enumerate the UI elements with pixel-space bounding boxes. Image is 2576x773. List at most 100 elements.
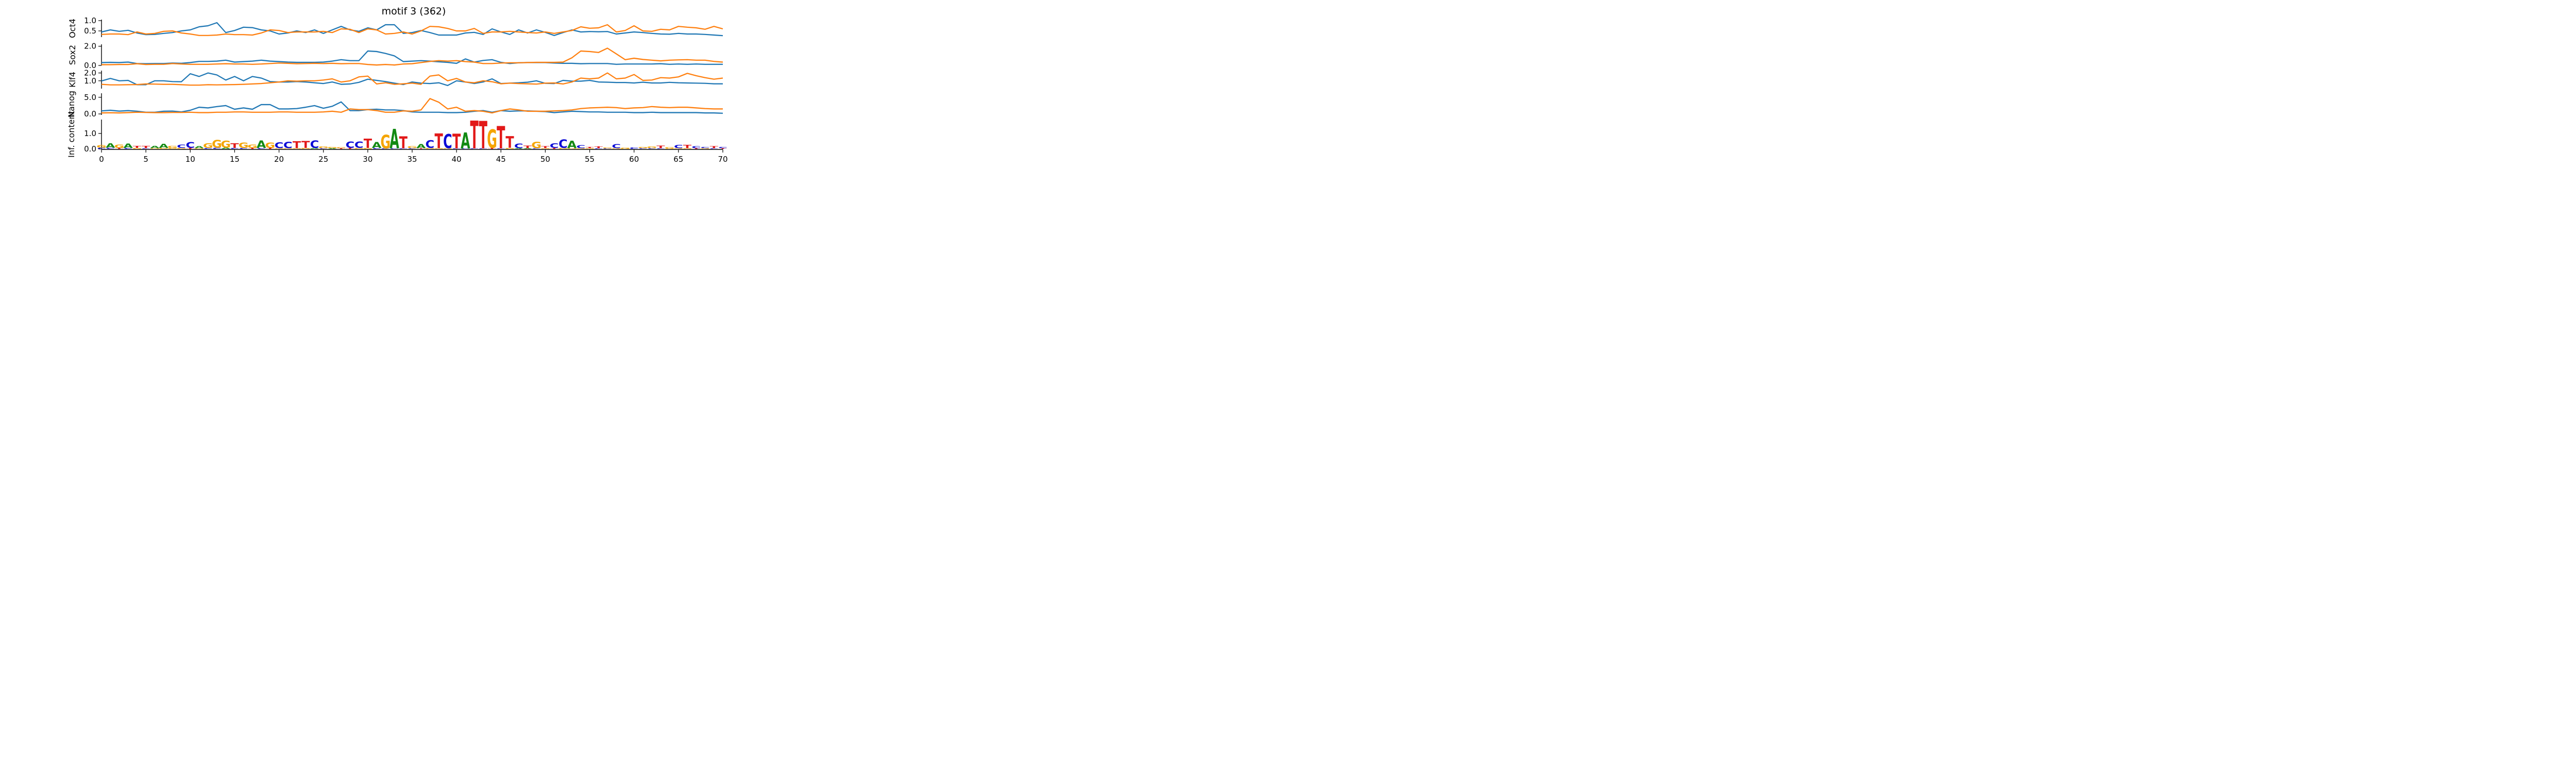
- logo-letter-G: G: [265, 141, 276, 150]
- logo-letter-A: A: [106, 143, 115, 149]
- logo-letter-T: T: [683, 144, 692, 149]
- y-axis-label: Klf4: [67, 72, 77, 88]
- x-tick-label: 65: [673, 155, 683, 164]
- logo-letter-G: G: [150, 148, 160, 149]
- logo-letter-G: G: [647, 146, 657, 149]
- logo-letter-C: C: [443, 131, 452, 153]
- logo-letter-G: G: [292, 148, 302, 149]
- logo-letter-A: A: [416, 144, 426, 150]
- logo-letter-G: G: [434, 148, 444, 149]
- logo-letter-G: G: [114, 144, 125, 149]
- logo-letter-C: C: [612, 144, 621, 150]
- x-tick-label: 50: [540, 155, 550, 164]
- y-tick-label: 2.0: [84, 42, 96, 51]
- logo-letter-C: C: [390, 148, 399, 149]
- logo-letter-T: T: [550, 148, 558, 149]
- logo-letter-G: G: [673, 148, 684, 149]
- y-tick-label: 1.0: [84, 129, 96, 138]
- series-line-blue: [101, 22, 723, 37]
- logo-letter-G: G: [602, 147, 613, 149]
- logo-letter-C: C: [674, 144, 683, 149]
- logo-letter-T: T: [719, 148, 727, 149]
- logo-letter-G: G: [167, 148, 178, 149]
- series-line-orange: [101, 98, 723, 114]
- y-axis-label: Nanog: [66, 91, 76, 117]
- logo-letter-C: C: [532, 148, 541, 149]
- panels-group: 0.51.0Oct40.02.0Sox21.02.0Klf40.05.0Nano…: [66, 16, 727, 158]
- logo-letter-C: C: [603, 148, 612, 149]
- logo-letter-G: G: [318, 146, 329, 149]
- logo-letter-G: G: [682, 148, 692, 149]
- logo-letter-G: G: [327, 147, 337, 149]
- logo-letter-T: T: [337, 148, 346, 149]
- logo-letter-C: C: [106, 147, 115, 149]
- logo-letter-T: T: [541, 146, 550, 149]
- x-tick-label: 5: [143, 155, 148, 164]
- logo-letter-G: G: [167, 146, 178, 149]
- logo-letter-A: A: [372, 141, 382, 150]
- logo-letter-A: A: [310, 148, 320, 149]
- logo-letter-C: C: [461, 148, 470, 149]
- logo-letter-C: C: [354, 140, 364, 150]
- x-tick-label: 25: [318, 155, 328, 164]
- logo-letter-G: G: [576, 148, 586, 149]
- y-tick-label: 0.0: [84, 109, 96, 119]
- logo-letter-C: C: [97, 147, 106, 149]
- series-band: [101, 50, 723, 65]
- series-band: [101, 47, 723, 66]
- logo-letter-G: G: [221, 139, 231, 150]
- logo-letter-G: G: [425, 148, 435, 149]
- logo-letter-A: A: [523, 148, 533, 149]
- series-line-orange: [101, 47, 723, 66]
- logo-letter-C: C: [204, 148, 213, 149]
- logo-letter-G: G: [274, 148, 284, 149]
- logo-letter-A: A: [150, 146, 160, 149]
- logo-letter-G: G: [300, 148, 311, 149]
- logo-letter-G: G: [611, 148, 621, 149]
- logo-letter-T: T: [488, 148, 497, 149]
- logo-letter-C: C: [319, 148, 328, 149]
- logo-letter-G: G: [247, 144, 258, 149]
- logo-letter-C: C: [239, 148, 248, 149]
- logo-letter-C: C: [177, 144, 186, 149]
- logo-letter-T: T: [497, 120, 505, 156]
- logo-letter-G: G: [487, 125, 497, 155]
- chart-title: motif 3 (362): [382, 6, 446, 17]
- logo-letter-C: C: [275, 141, 284, 150]
- logo-letter-C: C: [381, 148, 391, 149]
- logo-letter-T: T: [186, 148, 195, 149]
- logo-letter-C: C: [257, 148, 266, 149]
- logo-letter-C: C: [692, 146, 701, 149]
- x-tick-label: 10: [185, 155, 195, 164]
- logo-letter-T: T: [505, 133, 514, 152]
- logo-letter-G: G: [239, 141, 249, 150]
- logo-letter-A: A: [159, 143, 168, 149]
- logo-letter-A: A: [194, 146, 204, 149]
- logo-letter-G: G: [620, 148, 631, 149]
- logo-letter-T: T: [692, 148, 701, 149]
- x-tick-label: 45: [496, 155, 506, 164]
- y-tick-label: 0.5: [84, 26, 96, 36]
- series-line-orange: [101, 72, 723, 86]
- logo-letter-T: T: [346, 148, 354, 149]
- logo-letter-C: C: [310, 139, 319, 150]
- logo-letter-A: A: [461, 128, 470, 154]
- logo-letter-T: T: [115, 148, 124, 149]
- logo-letter-T: T: [248, 148, 257, 149]
- logo-letter-G: G: [665, 147, 675, 148]
- logo-letter-C: C: [452, 148, 461, 149]
- logo-letter-C: C: [470, 148, 479, 149]
- y-tick-label: 0.0: [84, 144, 96, 154]
- logo-letter-G: G: [96, 144, 107, 148]
- logo-letter-C: C: [594, 148, 603, 149]
- logo-letter-G: G: [665, 148, 675, 149]
- logo-letter-C: C: [514, 142, 523, 149]
- logo-letter-C: C: [212, 147, 222, 149]
- x-tick-label: 30: [363, 155, 372, 164]
- logo-letter-G: G: [336, 147, 346, 148]
- series-band: [101, 72, 723, 87]
- logo-letter-A: A: [328, 148, 338, 149]
- x-tick-label: 0: [99, 155, 104, 164]
- logo-letter-T: T: [142, 146, 150, 149]
